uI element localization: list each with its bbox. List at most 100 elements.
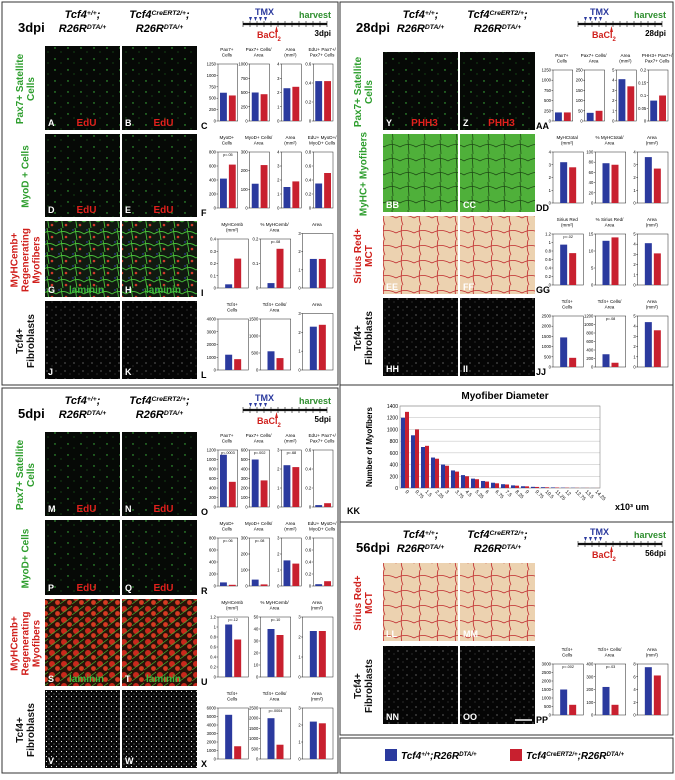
tick-label: 0.2: [305, 572, 311, 577]
histogram-bar: [461, 475, 465, 488]
tick-label: 600: [209, 164, 217, 169]
tick-label: 1000: [542, 696, 552, 701]
text-piece: +/+: [421, 751, 430, 758]
tick-label: 1000: [238, 62, 248, 67]
tick-label: 10: [589, 249, 594, 254]
tick-label: 250: [209, 107, 217, 112]
image-stain: laminin: [69, 285, 104, 296]
y-axis-label: Number of Myofibers: [365, 406, 374, 487]
chart-label: Area: [605, 223, 615, 228]
bar: [560, 690, 567, 716]
y-tick-label: 0: [395, 486, 398, 492]
p-value: p=.08: [606, 317, 616, 321]
row-label: MCT: [364, 592, 375, 614]
text-piece: ;: [524, 529, 528, 541]
tick-label: 0.2: [210, 261, 216, 266]
row-label: Sirius Red+: [353, 228, 364, 283]
bar: [319, 631, 326, 677]
chart-label: MyHCemb: [221, 222, 243, 227]
image-letter: LL: [386, 629, 397, 639]
tick-label: 0.8: [305, 536, 311, 541]
chart-label: (mm²): [646, 653, 659, 658]
chart-label: Area: [605, 141, 615, 146]
histogram-bar: [421, 447, 425, 488]
row-label: Tcf4+: [15, 717, 26, 743]
tick-label: 300: [241, 150, 249, 155]
bar: [252, 184, 259, 208]
tick-label: 1000: [249, 334, 259, 339]
bar: [569, 253, 576, 285]
tick-label: 50: [578, 108, 583, 113]
row-label: MyHCemb+: [10, 616, 21, 671]
tick-label: 250: [576, 68, 584, 73]
tick-label: 0.4: [305, 178, 311, 183]
bar: [268, 629, 275, 677]
chart-label: Pax7+: [220, 433, 233, 438]
tick-label: 2000: [249, 716, 259, 721]
bar: [225, 284, 232, 288]
tick-label: 1500: [542, 334, 552, 339]
chart-letter: PP: [536, 715, 548, 725]
chart-label: EdU+ Pax7+/: [308, 47, 336, 52]
bar: [225, 355, 232, 370]
tick-label: 600: [209, 476, 217, 481]
text-piece: DTA/+: [459, 751, 477, 758]
tick-label: 200: [586, 687, 594, 692]
chart-label: Pax7+ Cells/: [246, 47, 273, 52]
histogram-bar: [475, 479, 479, 488]
image-stain: EdU: [154, 118, 174, 129]
micrograph: [45, 599, 120, 686]
timeline-tmx: TMX: [255, 393, 274, 403]
tick-label: 40: [254, 627, 259, 632]
micrograph: [460, 298, 535, 376]
histogram-bar: [495, 483, 499, 488]
bar: [324, 581, 331, 586]
chart-label: Cells: [222, 527, 233, 532]
bar: [261, 94, 268, 121]
text-piece: R26R: [474, 543, 502, 555]
image-stain: laminin: [146, 285, 181, 296]
panel-title: 5dpi: [18, 406, 45, 421]
chart-label: Area: [312, 222, 322, 227]
image-stain: EdU: [77, 583, 97, 594]
bar: [268, 283, 275, 288]
tick-label: 4000: [207, 723, 217, 728]
tick-label: 2500: [542, 670, 552, 675]
image-stain: EdU: [77, 205, 97, 216]
bar: [612, 165, 619, 203]
row-label: Fibroblasts: [26, 703, 37, 757]
timeline-harvest: harvest: [299, 396, 331, 406]
chart-label: Cells: [222, 439, 233, 444]
bar: [645, 243, 652, 285]
tick-label: 0.2: [305, 192, 311, 197]
row-label: Fibroblasts: [26, 314, 37, 368]
text-piece: Tcf4: [403, 529, 425, 541]
p-value: p=.05: [223, 153, 233, 157]
bar: [555, 112, 562, 121]
tick-label: 0.6: [305, 548, 311, 553]
row-label: Sirius Red+: [353, 575, 364, 630]
tick-label: 0.2: [305, 100, 311, 105]
chart-label: Tcf4+ Cells/: [598, 647, 623, 652]
row-label: Cells: [364, 80, 375, 104]
chart-label: Tcf4+ Cells/: [263, 691, 288, 696]
text-piece: DTA/+: [606, 751, 624, 758]
text-piece: CreERT2/+: [546, 751, 578, 758]
image-stain: EdU: [154, 205, 174, 216]
bar: [229, 482, 236, 507]
text-piece: ;: [186, 9, 190, 21]
bar: [234, 259, 241, 288]
text-piece: Tcf4: [65, 9, 87, 21]
bar: [603, 241, 610, 285]
tick-label: 100: [586, 150, 594, 155]
tick-label: 0.6: [545, 257, 551, 262]
p-value: p=.12: [228, 618, 238, 622]
p-value: p=.08: [271, 240, 281, 244]
bar: [234, 640, 241, 678]
chart-label: (mm²): [646, 305, 659, 310]
tick-label: 0.2: [305, 486, 311, 491]
bar: [310, 631, 317, 677]
text-piece: R26R: [59, 23, 87, 35]
chart-label: EdU+ MyoD+/: [308, 521, 338, 526]
bar: [654, 330, 661, 367]
